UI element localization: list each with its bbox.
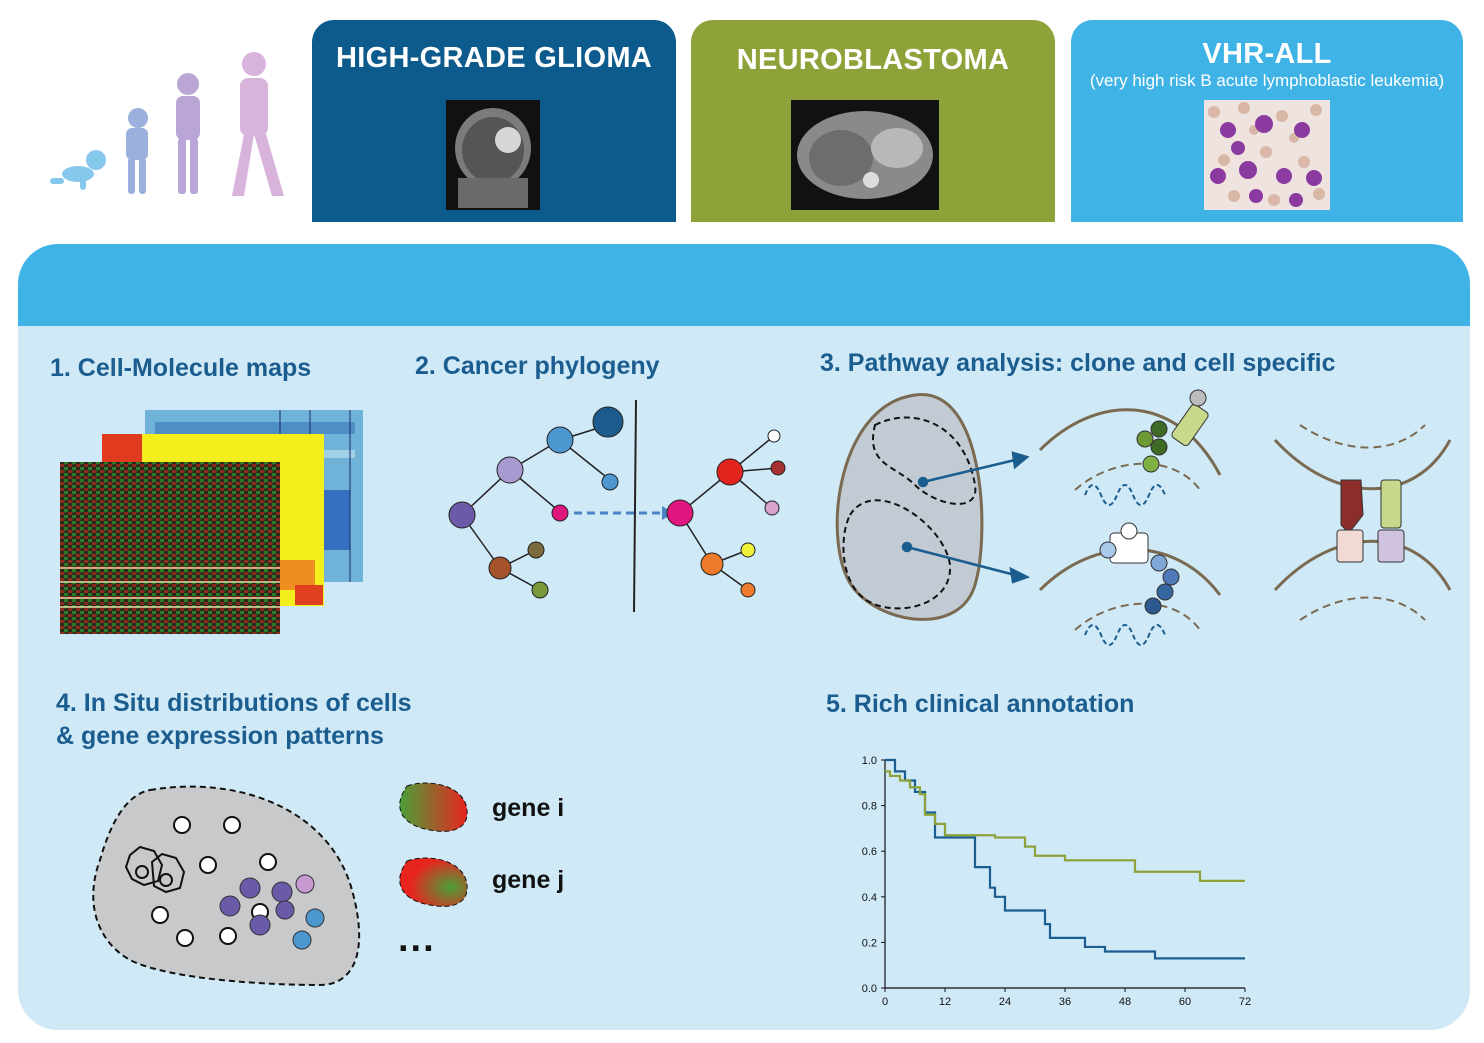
x-tick-label: 60: [1179, 996, 1191, 1008]
x-tick-label: 0: [882, 996, 888, 1008]
ct-abdomen-image: [791, 100, 939, 210]
survival-chart: 0 12 24 36 48 60 72 0.0 0.2 0.4 0.6 0.8 1.0: [862, 755, 1251, 1008]
receptor-bottom: [1099, 522, 1180, 615]
gene-i-blob: [399, 782, 468, 832]
y-tick-label: 0.2: [862, 937, 877, 949]
clone-node: [488, 556, 512, 580]
tumor-cell: [292, 930, 312, 950]
main-panel: [18, 244, 1470, 1030]
clone-node: [448, 501, 476, 529]
tumor-cell: [271, 881, 293, 903]
gene-j-label: gene j: [492, 866, 565, 894]
gene-i-label: gene i: [492, 794, 565, 822]
section-title-cancer-phylogeny: 2. Cancer phylogeny: [415, 352, 660, 380]
clone-node: [764, 500, 780, 516]
section-title-in-situ-line1: 4. In Situ distributions of cells: [56, 689, 412, 717]
clone-node: [740, 542, 756, 558]
neuron-cell: [223, 816, 241, 834]
clone-node: [592, 406, 624, 438]
mri-brain-image: [446, 100, 540, 210]
pathway-diagram: [835, 389, 1452, 646]
tumor-cell: [219, 895, 241, 917]
glial-cell: [219, 927, 237, 945]
section-title-in-situ-line2: & gene expression patterns: [56, 722, 384, 750]
tab-high-grade-glioma: HIGH-GRADE GLIOMA: [312, 20, 676, 222]
clone-node: [551, 504, 569, 522]
membrane-top: [1038, 408, 1222, 476]
neuron-cell: [173, 816, 191, 834]
glial-cell: [259, 853, 277, 871]
clone-node: [666, 499, 694, 527]
y-tick-label: 0.0: [862, 983, 877, 995]
y-tick-label: 0.4: [862, 892, 877, 904]
baby-silhouette: [50, 150, 106, 190]
tumor-cell: [275, 900, 295, 920]
adult-silhouette: [232, 52, 284, 196]
heatmap-stack: [60, 410, 363, 634]
tab-subtitle: (very high risk B acute lymphoblastic le…: [1089, 71, 1445, 90]
receptor-top: [1136, 389, 1209, 473]
growth-stages-illustration: [50, 52, 284, 196]
ellipsis-label: ...: [398, 918, 436, 960]
leukemia-smear-image: [1204, 100, 1330, 210]
child-silhouette: [176, 73, 200, 194]
survival-curve-1: [885, 758, 1245, 960]
clone-node: [527, 541, 545, 559]
clone-node: [770, 460, 786, 476]
survival-curve-2: [885, 770, 1245, 882]
in-situ-tissue: [92, 785, 361, 987]
section-title-cell-molecule-maps: 1. Cell-Molecule maps: [50, 354, 312, 382]
tumor-cell: [239, 877, 261, 899]
clone-node: [740, 582, 756, 598]
panel-header-band: [18, 244, 1470, 326]
x-tick-label: 48: [1119, 996, 1131, 1008]
section-title-pathway-analysis: 3. Pathway analysis: clone and cell spec…: [820, 349, 1336, 377]
tab-title: VHR-ALL: [1202, 38, 1332, 70]
y-tick-label: 0.8: [862, 801, 877, 813]
clone-node: [716, 458, 744, 486]
y-tick-label: 1.0: [862, 755, 877, 767]
x-tick-label: 36: [1059, 996, 1071, 1008]
heatmap-front: [60, 462, 280, 634]
toddler-silhouette: [126, 108, 148, 194]
x-tick-label: 12: [939, 996, 951, 1008]
tab-title: HIGH-GRADE GLIOMA: [335, 42, 653, 74]
neuron-cell: [199, 856, 217, 874]
tumor-cell: [305, 908, 325, 928]
cell-cell-interaction: [1273, 424, 1452, 621]
clone-node: [546, 426, 574, 454]
x-tick-label: 72: [1239, 996, 1251, 1008]
tab-title: NEUROBLASTOMA: [736, 44, 1010, 76]
clone-node: [601, 473, 619, 491]
section-title-clinical-annotation: 5. Rich clinical annotation: [826, 690, 1135, 718]
tab-vhr-all: VHR-ALL (very high risk B acute lymphobl…: [1071, 20, 1463, 222]
glial-cell: [176, 929, 194, 947]
x-tick-label: 24: [999, 996, 1011, 1008]
clone-node: [700, 552, 724, 576]
clone-node: [496, 456, 524, 484]
glial-cell: [151, 906, 169, 924]
tab-neuroblastoma: NEUROBLASTOMA: [691, 20, 1055, 222]
clone-node: [767, 429, 781, 443]
tumor-cell: [295, 874, 315, 894]
tumor-cell: [249, 914, 271, 936]
gene-j-blob: [399, 857, 468, 907]
tissue-blob: [835, 393, 984, 621]
clone-node: [531, 581, 549, 599]
phylogeny-diagram: [448, 399, 786, 613]
y-tick-label: 0.6: [862, 846, 877, 858]
